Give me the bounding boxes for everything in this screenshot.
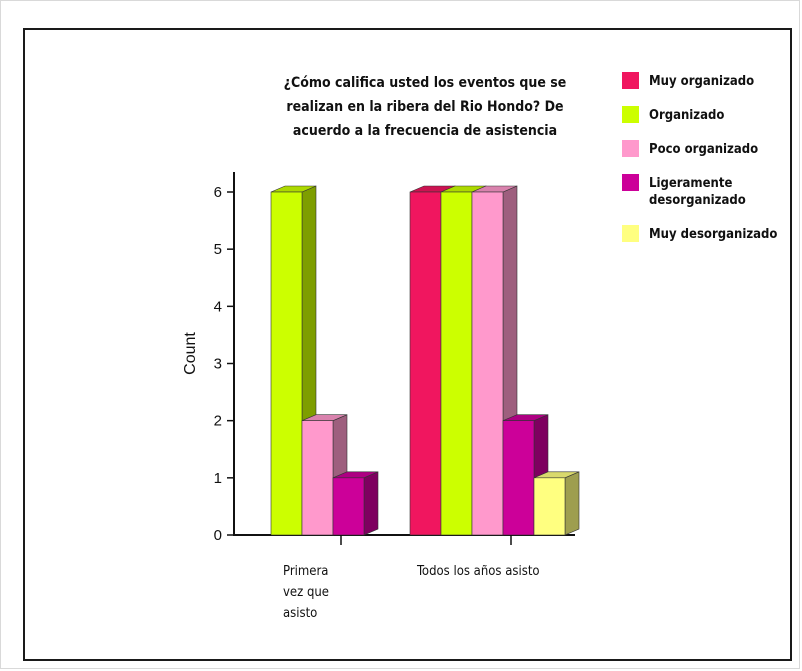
chart-title-line: acuerdo a la frecuencia de asistencia bbox=[293, 123, 557, 139]
bar-0-1 bbox=[270, 191, 303, 536]
legend-label: Muy desorganizado bbox=[649, 227, 777, 242]
legend-swatch bbox=[622, 174, 639, 191]
bar-side bbox=[564, 471, 580, 536]
y-tick-label: 3 bbox=[214, 356, 222, 373]
y-tick-label: 1 bbox=[214, 470, 222, 487]
legend-swatch bbox=[622, 225, 639, 242]
bar-1-4 bbox=[533, 477, 566, 536]
legend-swatch bbox=[622, 140, 639, 157]
chart-frame: ¿Cómo califica usted los eventos que se r… bbox=[23, 28, 792, 661]
y-axis-label: Count bbox=[182, 332, 199, 375]
legend-swatch bbox=[622, 72, 639, 89]
y-tick-label: 5 bbox=[214, 241, 222, 258]
legend-label: Organizado bbox=[649, 108, 724, 123]
bar-0-3 bbox=[332, 477, 365, 536]
bar-1-3 bbox=[502, 420, 535, 536]
bar-1-0 bbox=[409, 191, 442, 536]
x-tick-label: Todos los años asisto bbox=[416, 564, 540, 579]
y-tick-label: 0 bbox=[214, 527, 222, 544]
legend-label: Ligeramente bbox=[649, 176, 732, 191]
legend-label: desorganizado bbox=[649, 193, 746, 208]
x-tick-label: Primera bbox=[283, 564, 328, 579]
y-tick-label: 6 bbox=[214, 184, 222, 201]
bar-side bbox=[363, 471, 379, 536]
y-tick-label: 2 bbox=[214, 413, 222, 430]
chart-title-line: ¿Cómo califica usted los eventos que se bbox=[284, 75, 567, 91]
bar-1-1 bbox=[440, 191, 473, 536]
legend-label: Poco organizado bbox=[649, 142, 758, 157]
x-tick-label: vez que bbox=[283, 585, 329, 600]
bar-chart: ¿Cómo califica usted los eventos que se r… bbox=[182, 72, 777, 621]
bar-1-2 bbox=[471, 191, 504, 536]
chart-title-line: realizan en la ribera del Rio Hondo? De bbox=[286, 99, 563, 115]
legend-label: Muy organizado bbox=[649, 74, 754, 89]
bar-0-2 bbox=[301, 420, 334, 536]
x-tick-label: asisto bbox=[283, 606, 317, 621]
legend-swatch bbox=[622, 106, 639, 123]
y-tick-label: 4 bbox=[214, 298, 222, 315]
